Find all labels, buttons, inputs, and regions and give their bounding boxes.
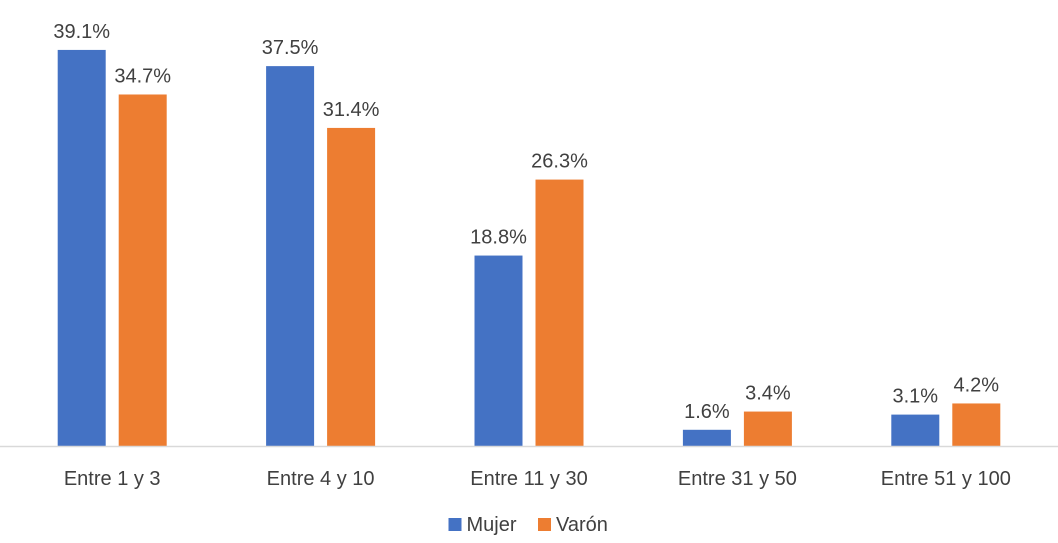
data-labels-layer: 39.1%34.7% 37.5% 31.4% 18.8% 26.3% 1.6% 3.4% 3.… (53, 21, 999, 423)
data-label-var-n-3: 26.3% (531, 151, 588, 173)
data-label-var-n-5: 4.2% (954, 374, 1000, 396)
x-axis-tick-labels: Entre 1 y 3 Entre 4 y 10 Entre 11 y 30 Entr… (64, 468, 1011, 490)
x-tick-label-1: Entre 1 y 3 (64, 468, 161, 490)
x-tick-label-2: Entre 4 y 10 (267, 468, 375, 490)
x-tick-label-4: Entre 31 y 50 (678, 468, 797, 490)
bar-mujer-2 (266, 66, 315, 446)
bar-var-n-5 (952, 403, 1001, 446)
legend: Mujer Varón (448, 514, 608, 536)
bars-layer (57, 49, 1001, 447)
legend-label-var-n: Varón (556, 514, 608, 536)
legend-label-mujer: Mujer (467, 514, 517, 536)
bar-mujer-1 (57, 49, 106, 447)
bar-mujer-4 (682, 429, 731, 446)
data-label-var-n-2: 31.4% (323, 99, 380, 121)
x-tick-label-5: Entre 51 y 100 (881, 468, 1011, 490)
bar-var-n-2 (327, 127, 376, 446)
legend-swatch-mujer (448, 518, 462, 531)
bar-mujer-3 (474, 255, 523, 446)
legend-swatch-var-n (538, 518, 551, 531)
bar-var-n-1 (118, 94, 167, 446)
legend-item-mujer: Mujer (448, 514, 517, 536)
data-label-mujer-2: 37.5% (262, 37, 319, 59)
x-tick-label-3: Entre 11 y 30 (470, 468, 587, 490)
data-label-mujer-3: 18.8% (470, 227, 527, 249)
data-label-var-n-1: 34.7% (114, 65, 171, 87)
data-label-mujer-4: 1.6% (684, 401, 730, 423)
legend-item-var-n: Varón (538, 514, 608, 536)
bar-var-n-3 (535, 179, 584, 446)
data-label-var-n-4: 3.4% (745, 383, 791, 405)
data-label-mujer-5: 3.1% (893, 386, 939, 408)
data-label-mujer-1: 39.1% (53, 21, 110, 43)
bar-var-n-4 (743, 411, 792, 446)
bar-mujer-5 (891, 414, 940, 446)
